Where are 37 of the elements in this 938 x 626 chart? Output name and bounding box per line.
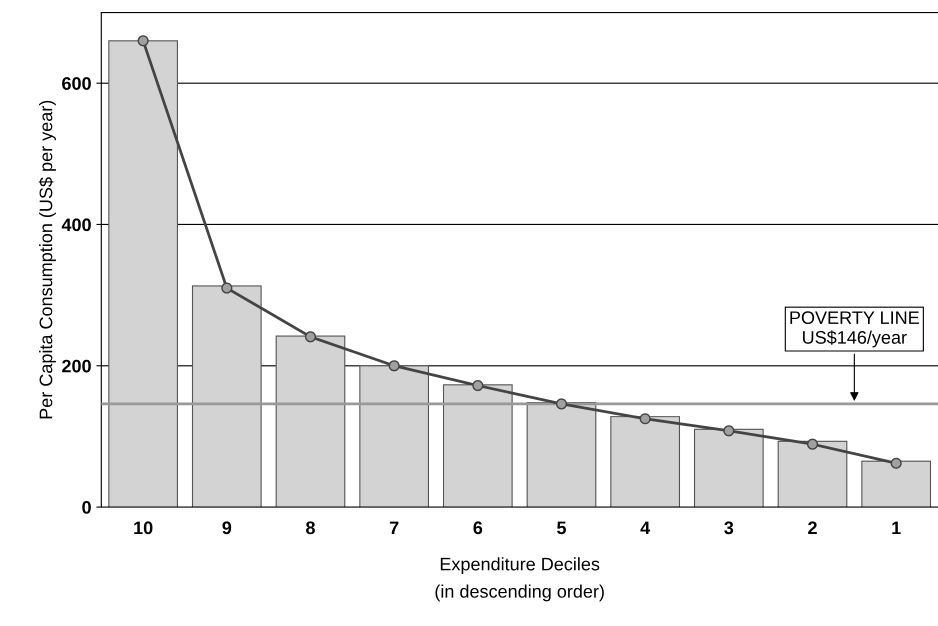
y-tick-label: 200: [62, 360, 91, 372]
bar: [861, 460, 932, 508]
y-tick-label: 400: [62, 218, 91, 232]
point: [388, 360, 400, 372]
x-tick-label: 9: [222, 521, 232, 534]
bar: [359, 365, 430, 508]
y-tick-label: 0: [82, 500, 91, 514]
y-axis-title: Per Capita Consumption (US$ per year): [38, 100, 56, 418]
point: [472, 380, 484, 392]
x-tick-label: 10: [134, 521, 152, 534]
bar: [276, 336, 346, 508]
point: [723, 425, 734, 436]
point: [806, 438, 818, 450]
bar: [610, 416, 680, 508]
x-tick-label: 1: [892, 522, 901, 534]
x-tick-label: 5: [557, 522, 566, 534]
bar: [442, 384, 513, 508]
point: [138, 35, 149, 46]
point: [640, 413, 651, 424]
bar: [694, 428, 764, 508]
x-tick-label: 3: [724, 521, 734, 534]
point: [221, 282, 232, 294]
point: [890, 458, 902, 469]
bar: [526, 402, 596, 508]
x-tick-label: 6: [473, 521, 482, 534]
ref-line-label: POVERTY LINE US$146/year: [790, 311, 919, 348]
x-axis-title: Expenditure Deciles (in descending order): [435, 557, 604, 602]
x-tick-label: 8: [306, 521, 315, 534]
bar: [778, 440, 848, 508]
y-tick-label: 600: [62, 77, 91, 90]
bar: [192, 285, 262, 508]
point: [556, 398, 568, 410]
x-tick-label: 4: [640, 522, 650, 534]
point: [304, 331, 316, 342]
bar: [108, 40, 178, 508]
x-tick-label: 7: [390, 522, 398, 534]
x-tick-label: 2: [808, 521, 817, 534]
